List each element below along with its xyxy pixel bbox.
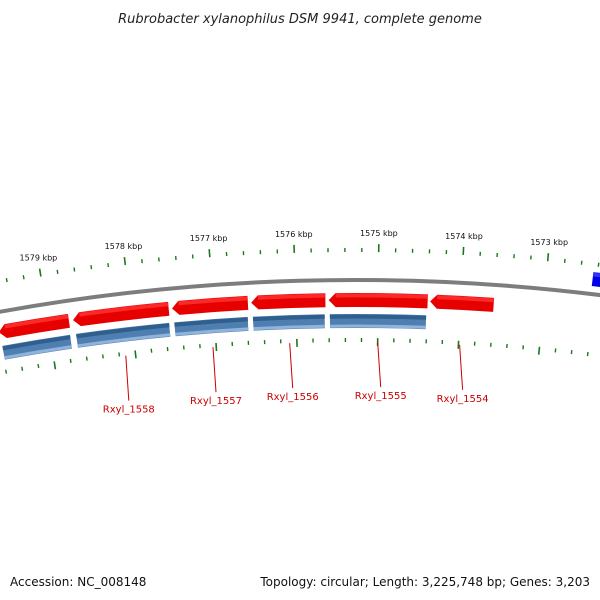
major-tick-inner	[53, 361, 57, 370]
gene-arrow[interactable]	[73, 301, 170, 327]
minor-tick-outer	[580, 260, 583, 265]
gene-labels: Rxyl_1553Rxyl_1554Rxyl_1555Rxyl_1556Rxyl…	[103, 211, 600, 416]
major-tick-inner	[134, 350, 137, 359]
gene-label[interactable]: Rxyl_1558	[103, 405, 155, 416]
gene-label-leader	[289, 343, 294, 389]
minor-tick-outer	[5, 277, 8, 283]
minor-tick-outer	[90, 265, 93, 270]
cds-track	[2, 313, 427, 360]
minor-tick-inner	[37, 363, 40, 369]
minor-tick-inner	[118, 352, 121, 357]
cds-block[interactable]	[2, 334, 72, 360]
minor-tick-outer	[107, 263, 110, 268]
ruler-tick-label: 1576 kbp	[275, 230, 313, 239]
gene-label[interactable]: Rxyl_1554	[437, 394, 489, 405]
minor-tick-outer	[597, 262, 600, 267]
gene-arrow[interactable]	[328, 292, 428, 309]
gene-label-leader	[459, 344, 464, 390]
ruler-tick-label: 1574 kbp	[445, 232, 483, 241]
ruler-inner	[5, 338, 589, 374]
ruler-tick-label: 1573 kbp	[530, 238, 568, 247]
minor-tick-outer	[73, 267, 76, 272]
minor-tick-inner	[586, 351, 589, 357]
gene-label[interactable]: Rxyl_1556	[267, 392, 319, 403]
gene-arrow[interactable]	[251, 293, 326, 310]
minor-tick-outer	[22, 275, 25, 280]
ruler-tick-label: 1575 kbp	[360, 229, 398, 238]
gene-arrow[interactable]	[0, 313, 70, 338]
gene-label[interactable]: Rxyl_1555	[355, 391, 407, 402]
genome-backbone	[0, 277, 600, 314]
ruler-labels: 1573 kbp 1574 kbp 1575 kbp 1576 kbp 1577 kbp…	[20, 229, 569, 263]
major-tick-inner	[537, 346, 541, 355]
accession-label: Accession: NC_008148	[10, 575, 147, 589]
major-tick-outer	[208, 249, 211, 258]
major-tick-outer	[38, 268, 42, 277]
minor-tick-inner	[85, 356, 88, 361]
ruler-outer	[5, 244, 600, 283]
ruler-tick-label: 1578 kbp	[105, 242, 143, 251]
minor-tick-inner	[21, 366, 24, 371]
ruler-tick-label: 1579 kbp	[20, 254, 58, 263]
minor-tick-inner	[69, 358, 72, 363]
cds-block[interactable]	[252, 314, 325, 331]
gene-arrow[interactable]	[171, 295, 249, 315]
cds-block[interactable]	[174, 316, 249, 337]
gene-arrow[interactable]	[430, 294, 495, 312]
major-tick-outer	[546, 253, 550, 262]
gene-label-leader	[125, 355, 130, 401]
cds-block[interactable]	[76, 322, 171, 348]
minor-tick-inner	[5, 369, 8, 374]
gene-arrow[interactable]	[591, 272, 600, 295]
gene-label-leader	[377, 342, 382, 388]
map-title: Rubrobacter xylanophilus DSM 9941, compl…	[118, 12, 482, 27]
ruler-tick-label: 1577 kbp	[190, 234, 228, 243]
gene-label[interactable]: Rxyl_1557	[190, 396, 242, 407]
major-tick-outer	[123, 257, 127, 266]
minor-tick-inner	[102, 354, 104, 359]
major-tick-inner	[215, 342, 218, 352]
gene-label-leader	[212, 347, 217, 393]
minor-tick-inner	[150, 348, 153, 353]
genome-summary: Topology: circular; Length: 3,225,748 bp…	[260, 575, 590, 589]
gene-track	[0, 272, 600, 338]
cds-block[interactable]	[329, 313, 427, 330]
minor-tick-outer	[56, 269, 59, 275]
